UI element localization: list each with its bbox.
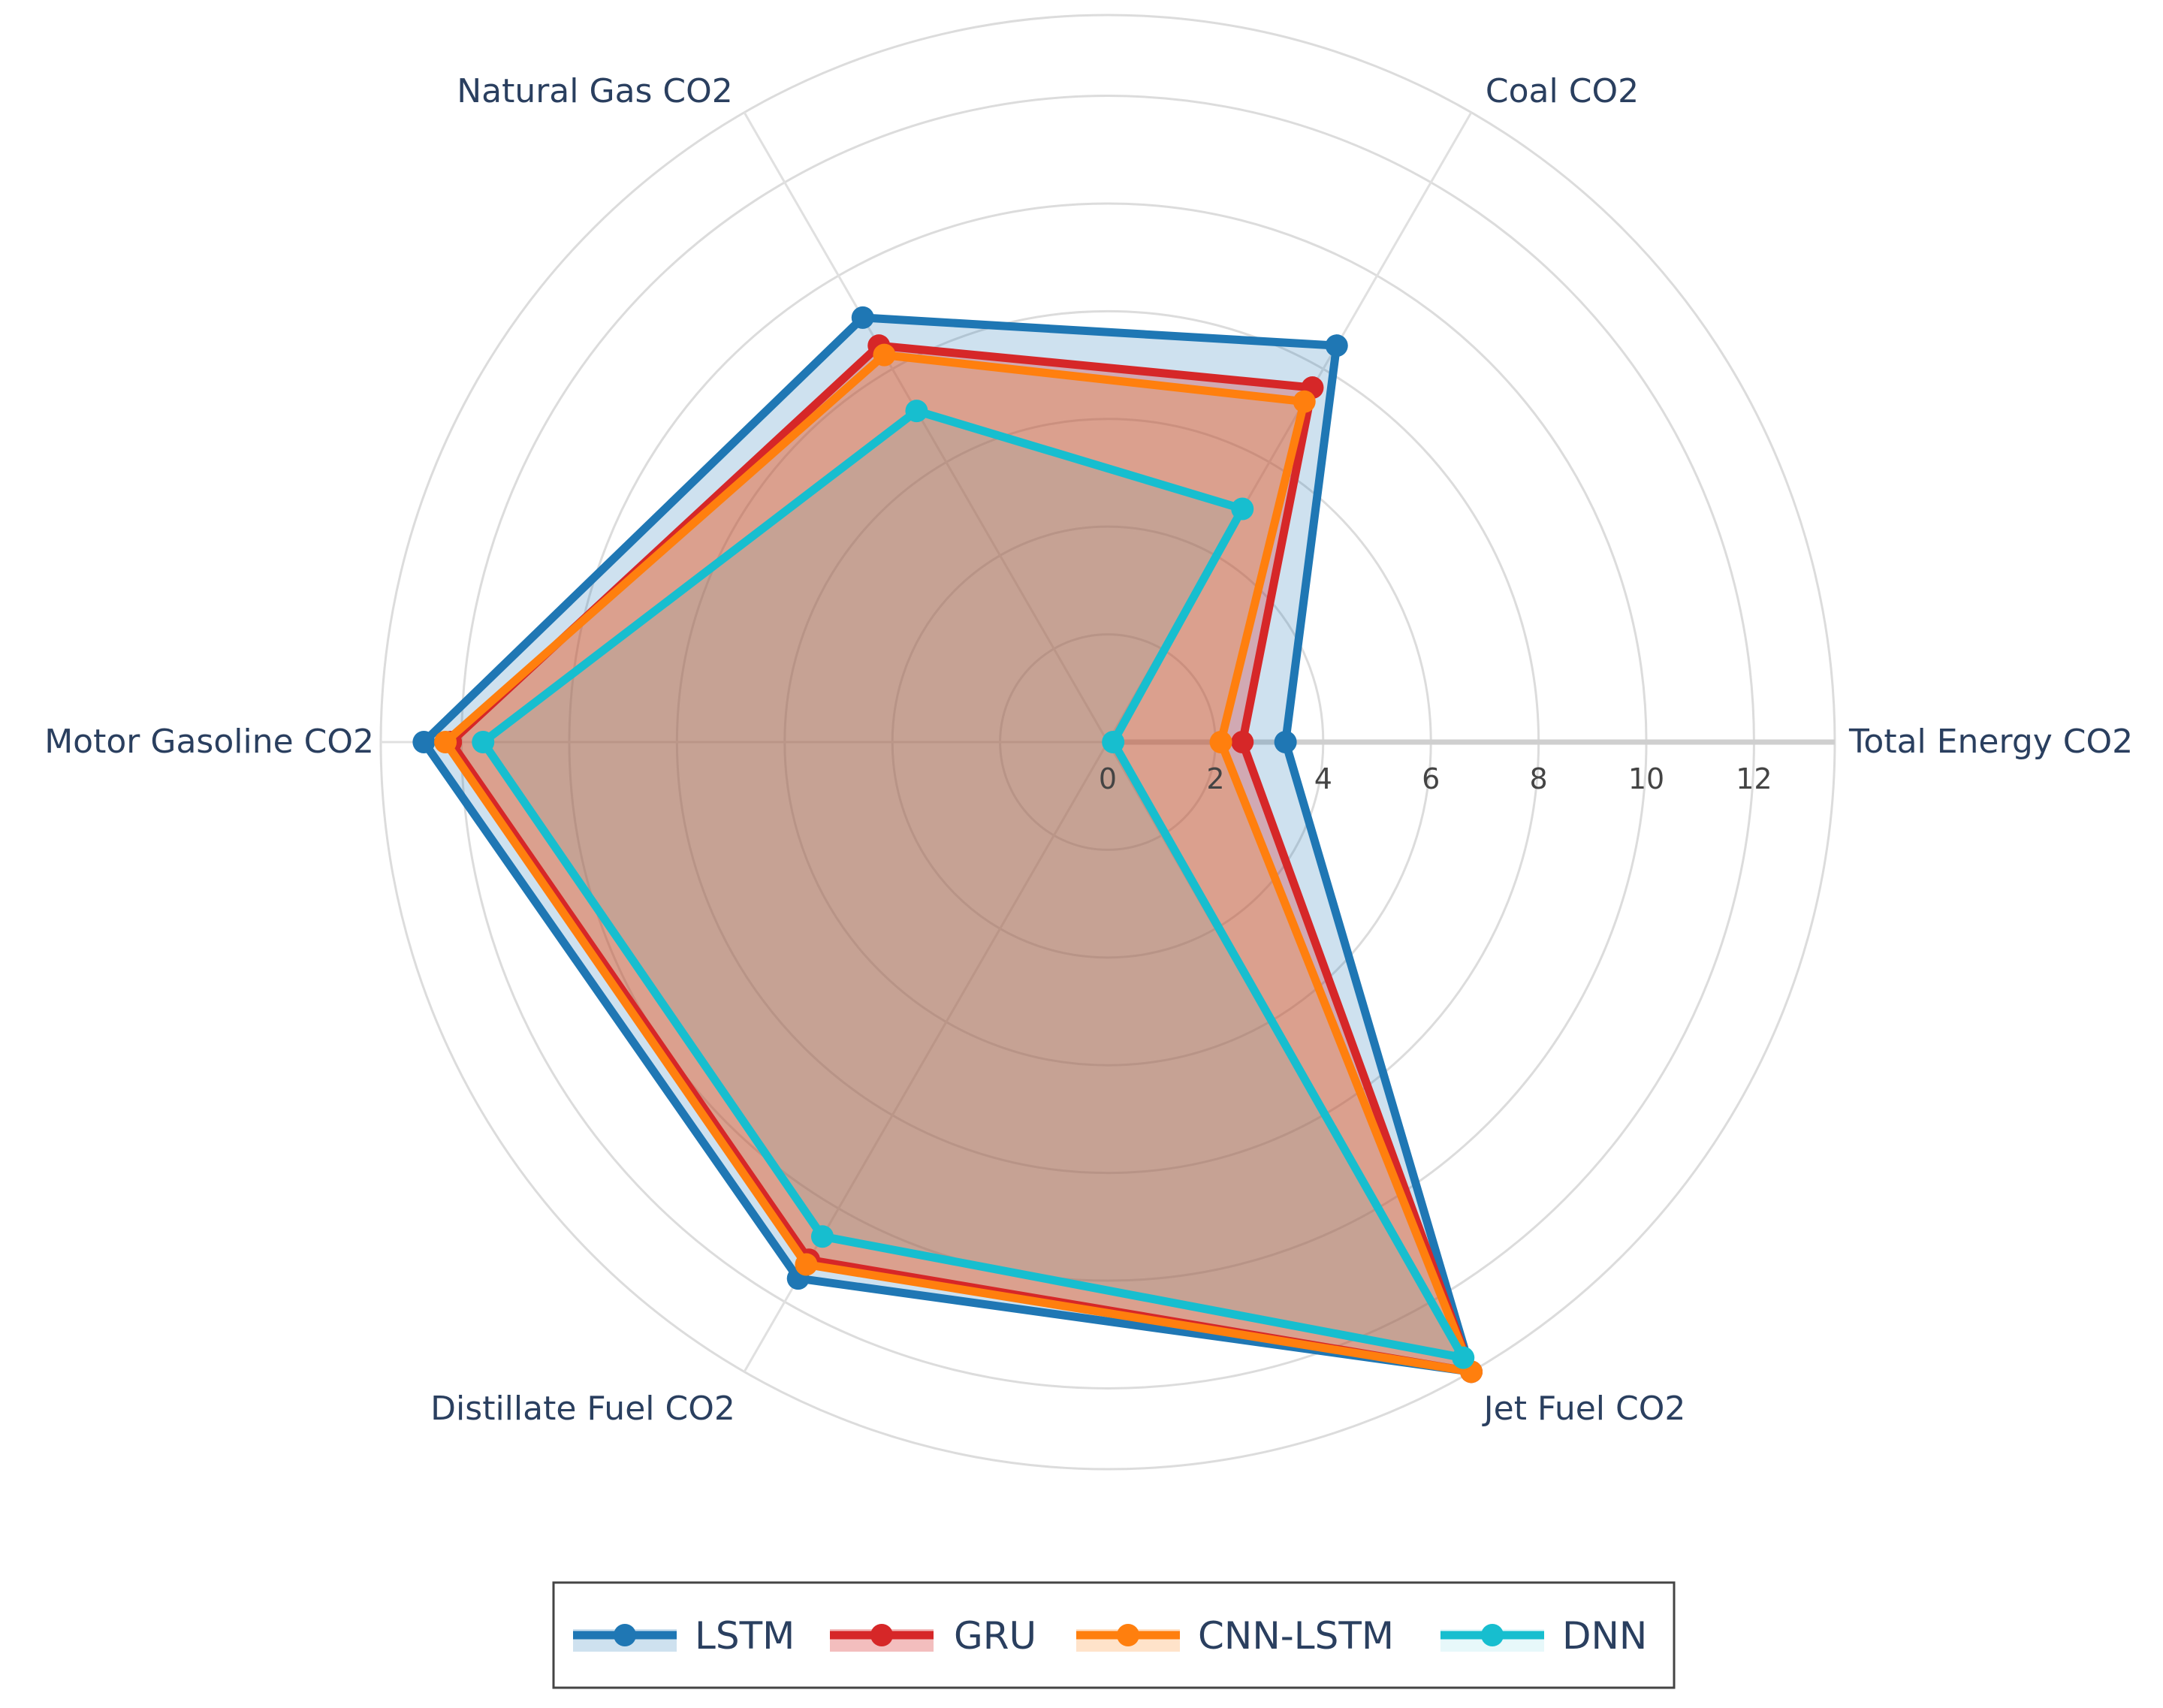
axis-label-total-energy-co2: Total Energy CO2	[1848, 723, 2133, 761]
series-point-lstm-total-energy-co2[interactable]	[1274, 731, 1297, 753]
series-fill-dnn	[483, 411, 1464, 1358]
axis-labels: Total Energy CO2 Coal CO2 Natural Gas CO2 M…	[44, 72, 2133, 1428]
series-point-dnn-natural-gas-co2[interactable]	[905, 400, 928, 423]
axis-label-distillate-fuel-co2: Distillate Fuel CO2	[430, 1390, 735, 1428]
legend-item-lstm[interactable]: LSTM	[573, 1614, 795, 1658]
axis-label-jet-fuel-co2: Jet Fuel CO2	[1482, 1390, 1686, 1428]
series-point-cnn-lstm-coal-co2[interactable]	[1293, 390, 1316, 413]
series-point-lstm-coal-co2[interactable]	[1325, 334, 1348, 358]
series-point-gru-total-energy-co2[interactable]	[1231, 731, 1254, 753]
axis-label-natural-gas-co2: Natural Gas CO2	[457, 72, 733, 110]
legend-swatch-marker	[614, 1624, 636, 1646]
radial-tick-label: 10	[1628, 762, 1664, 795]
series-point-dnn-distillate-fuel-co2[interactable]	[810, 1225, 834, 1248]
radial-grid	[379, 14, 1836, 1471]
series-point-cnn-lstm-total-energy-co2[interactable]	[1209, 731, 1232, 753]
legend-item-cnn-lstm[interactable]: CNN-LSTM	[1076, 1614, 1394, 1658]
series-point-dnn-total-energy-co2[interactable]	[1102, 731, 1125, 753]
legend-label: GRU	[954, 1614, 1036, 1658]
series-fills	[424, 317, 1472, 1372]
series-point-dnn-coal-co2[interactable]	[1231, 497, 1254, 521]
axis-label-motor-gasoline-co2: Motor Gasoline CO2	[44, 723, 374, 761]
legend-item-gru[interactable]: GRU	[830, 1614, 1036, 1658]
series-fill-cnn-lstm	[445, 355, 1471, 1372]
radial-tick-label: 6	[1422, 762, 1440, 795]
series-point-dnn-motor-gasoline-co2[interactable]	[472, 731, 495, 753]
series-point-dnn-jet-fuel-co2[interactable]	[1452, 1346, 1475, 1369]
series-point-cnn-lstm-motor-gasoline-co2[interactable]	[434, 731, 457, 753]
legend-label: DNN	[1562, 1614, 1647, 1658]
series-point-lstm-natural-gas-co2[interactable]	[851, 306, 874, 329]
axis-spoke-natural-gas-co2	[743, 111, 1109, 743]
series-fill-lstm	[424, 317, 1471, 1372]
series-point-lstm-motor-gasoline-co2[interactable]	[412, 731, 436, 753]
legend-label: CNN-LSTM	[1198, 1614, 1394, 1658]
series-point-cnn-lstm-distillate-fuel-co2[interactable]	[795, 1253, 818, 1276]
series-fill-gru	[451, 346, 1472, 1372]
axis-label-coal-co2: Coal CO2	[1486, 72, 1639, 110]
radial-tick-label: 8	[1530, 762, 1548, 795]
radial-ticks: 0 2 4 6 8 10 12	[1099, 762, 1772, 795]
legend-item-dnn[interactable]: DNN	[1440, 1614, 1647, 1658]
series-lines	[412, 306, 1483, 1384]
legend-swatch-marker	[1117, 1624, 1139, 1646]
radial-tick-label: 2	[1206, 762, 1224, 795]
series-point-cnn-lstm-natural-gas-co2[interactable]	[873, 343, 896, 367]
radial-tick-label: 12	[1736, 762, 1772, 795]
radial-tick-label: 4	[1314, 762, 1332, 795]
legend-swatch-marker	[1481, 1624, 1504, 1646]
radial-tick-label: 0	[1099, 762, 1117, 795]
legend: LSTM GRU CNN-LSTM DNN	[552, 1581, 1676, 1689]
legend-swatch-marker	[870, 1624, 893, 1646]
legend-label: LSTM	[695, 1614, 795, 1658]
